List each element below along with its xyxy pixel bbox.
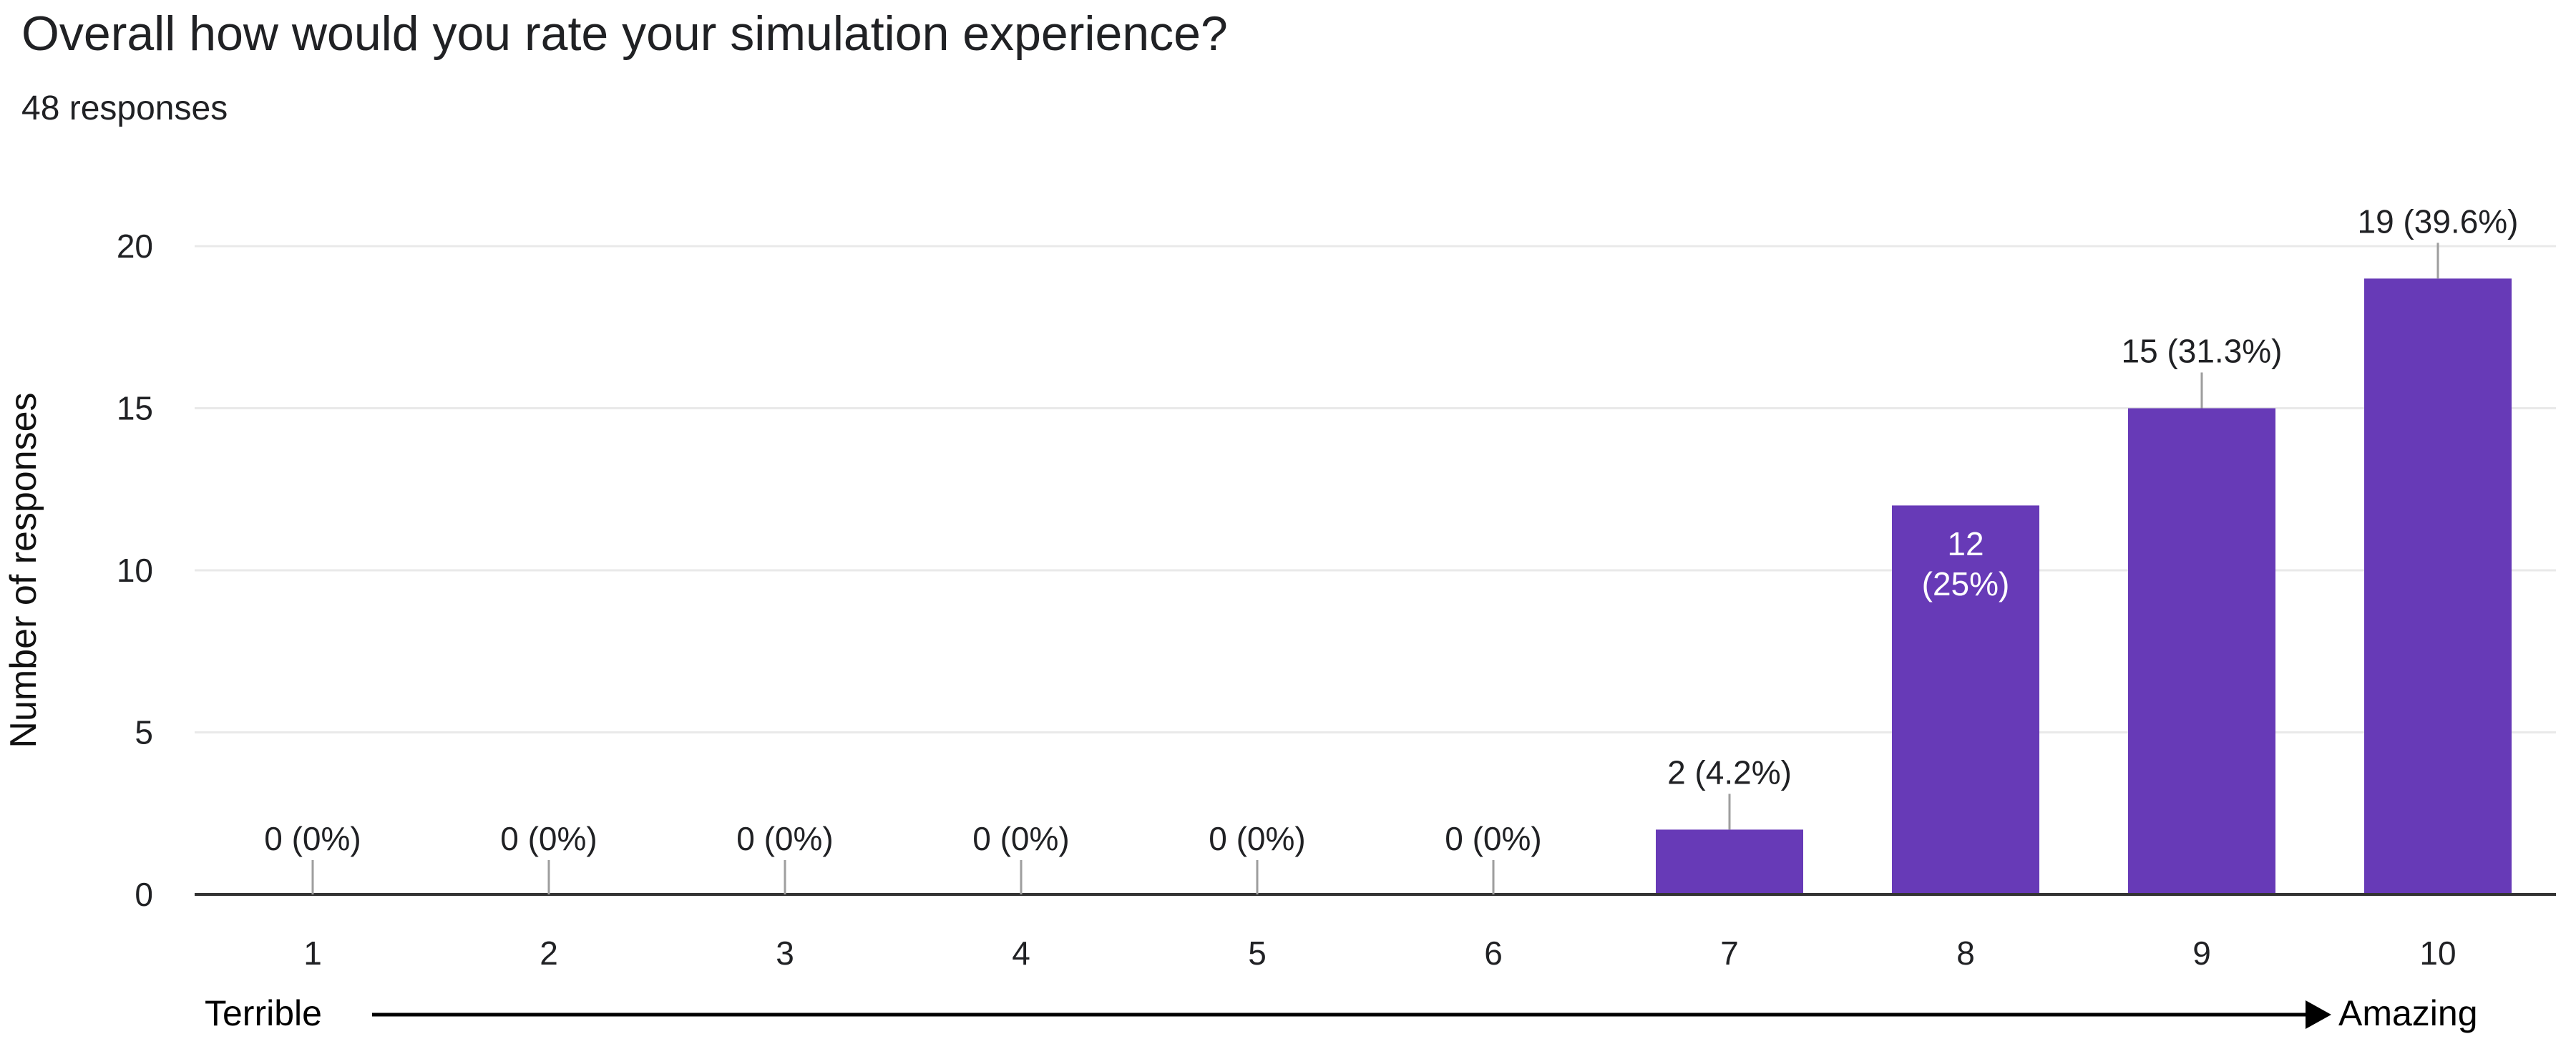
data-label: 19 (39.6%) xyxy=(2357,203,2518,240)
x-tick-label: 9 xyxy=(2192,935,2211,972)
y-tick-label: 15 xyxy=(117,390,153,427)
data-label: 15 (31.3%) xyxy=(2121,333,2282,370)
scale-low-label: Terrible xyxy=(205,993,322,1033)
y-axis-title: Number of responses xyxy=(3,392,44,748)
y-tick-label: 20 xyxy=(117,228,153,265)
data-label-line: 12 xyxy=(1947,525,1984,562)
data-label: 12 (25%) xyxy=(1922,525,2010,602)
bar xyxy=(2364,278,2512,894)
x-tick-label: 6 xyxy=(1484,935,1503,972)
data-label: 0 (0%) xyxy=(500,820,597,857)
bars xyxy=(1656,278,2512,894)
response-count: 48 responses xyxy=(21,89,228,127)
y-tick-label: 10 xyxy=(117,552,153,589)
x-tick-label: 8 xyxy=(1956,935,1975,972)
scale-high-label: Amazing xyxy=(2338,993,2478,1033)
bar xyxy=(1656,829,1803,894)
data-label: 0 (0%) xyxy=(736,820,833,857)
data-label: 0 (0%) xyxy=(972,820,1069,857)
x-tick-label: 1 xyxy=(303,935,322,972)
data-label: 0 (0%) xyxy=(1445,820,1541,857)
x-tick-label: 4 xyxy=(1012,935,1030,972)
data-label: 0 (0%) xyxy=(264,820,361,857)
y-tick-label: 0 xyxy=(135,876,153,913)
x-tick-label: 3 xyxy=(776,935,794,972)
scale-arrow-head xyxy=(2306,1000,2331,1029)
data-label-line: (25%) xyxy=(1922,565,2010,602)
bar xyxy=(1892,505,2039,894)
data-label: 0 (0%) xyxy=(1209,820,1305,857)
data-labels: 0 (0%) 0 (0%) 0 (0%) 0 (0%) 0 (0%) 0 (0%) 2 (4… xyxy=(264,203,2519,894)
y-tick-label: 5 xyxy=(135,714,153,751)
data-label: 2 (4.2%) xyxy=(1667,753,1792,791)
x-tick-label: 2 xyxy=(540,935,558,972)
question-title: Overall how would you rate your simulati… xyxy=(21,6,1228,61)
x-tick-label: 5 xyxy=(1248,935,1267,972)
x-tick-label: 10 xyxy=(2419,935,2456,972)
bar xyxy=(2128,408,2275,894)
x-tick-label: 7 xyxy=(1720,935,1739,972)
scale-annotation: Terrible Amazing xyxy=(205,993,2478,1033)
